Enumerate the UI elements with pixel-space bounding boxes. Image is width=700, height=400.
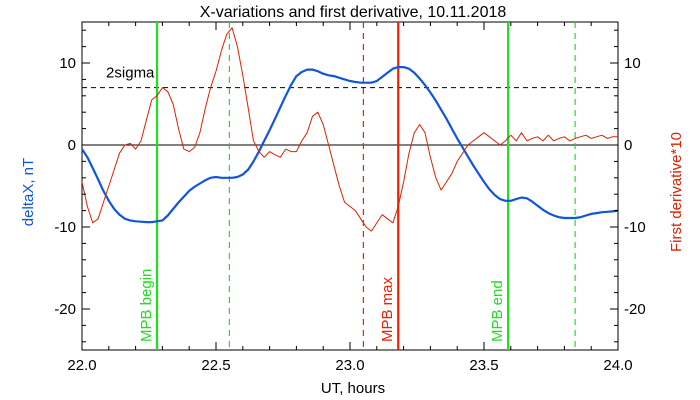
x-tick-label: 23.5 <box>469 357 498 374</box>
plot-frame <box>81 21 619 351</box>
x-tick-label: 24.0 <box>603 357 632 374</box>
y-tick-label-right: 0 <box>624 137 632 154</box>
y-tick-label-left: 10 <box>59 55 76 72</box>
y-tick-label-left: -20 <box>54 301 76 318</box>
y-axis-label-right: First derivative*10 <box>668 132 685 252</box>
x-tick-label: 23.0 <box>335 357 364 374</box>
x-axis-label: UT, hours <box>321 380 385 397</box>
y-axis-label-left: deltaX, nT <box>20 158 37 226</box>
deltax-series-line <box>81 65 619 224</box>
marker-label: MPB max <box>379 276 396 342</box>
derivative-series-line <box>81 27 618 232</box>
x-tick-label: 22.0 <box>67 357 96 374</box>
x-tick-label: 22.5 <box>201 357 230 374</box>
marker-label: MPB end <box>489 280 506 342</box>
y-tick-label-left: -10 <box>54 219 76 236</box>
y-tick-label-right: -10 <box>624 219 646 236</box>
y-tick-label-right: -20 <box>624 301 646 318</box>
y-tick-label-right: 10 <box>624 55 641 72</box>
marker-label: MPB begin <box>138 269 155 342</box>
sigma-label: 2sigma <box>106 65 155 82</box>
y-tick-label-left: 0 <box>68 137 76 154</box>
chart-title: X-variations and first derivative, 10.11… <box>200 4 507 21</box>
